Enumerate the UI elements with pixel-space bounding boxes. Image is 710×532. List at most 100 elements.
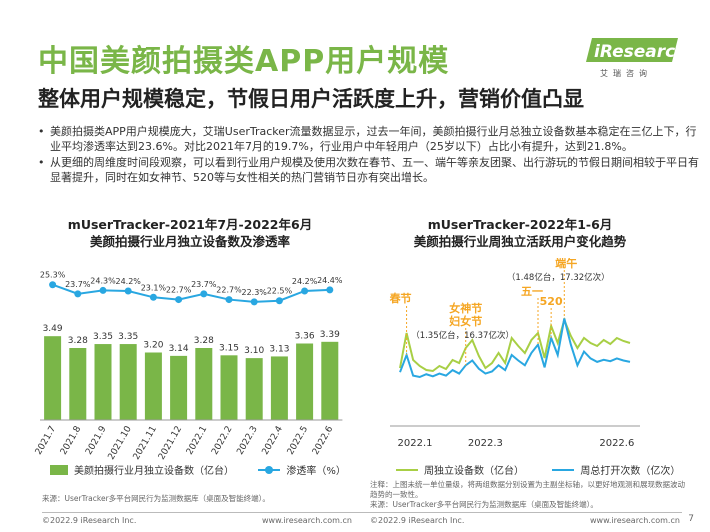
x-tick-label: 2022.3 — [468, 438, 503, 449]
bar — [170, 355, 188, 420]
bar — [144, 352, 162, 420]
annotation-label: 妇女节 — [448, 314, 482, 328]
footer-url-left[interactable]: www.iresearch.com.cn — [262, 516, 352, 525]
penetration-label: 23.7% — [65, 280, 91, 289]
annotation-label: 五一 — [521, 285, 543, 298]
bar-value-label: 3.28 — [68, 336, 88, 346]
right-source-note: 注释：上图未统一单位量级，将两组数据分别设置为主副坐标轴，以更好地观测和展现数据… — [370, 480, 685, 499]
bar-value-label: 3.35 — [118, 332, 138, 342]
penetration-point — [250, 298, 258, 306]
weekly-devices-line — [399, 316, 631, 373]
footer-divider — [42, 512, 682, 513]
footer-copyright-right: ©2022.9 iResearch Inc. — [370, 516, 465, 525]
bar-value-label: 3.39 — [320, 330, 340, 340]
x-tick-label: 2022.6 — [311, 424, 336, 457]
bar — [220, 355, 238, 420]
legend-weekly-opens-label: 周总打开次数（亿次） — [580, 466, 681, 477]
legend-weekly-opens-swatch — [552, 469, 575, 471]
left-chart-title: mUserTracker-2021年7月-2022年6月 美颜拍摄行业月独立设备… — [30, 216, 350, 250]
penetration-point — [124, 287, 132, 295]
penetration-point — [326, 286, 334, 294]
bar — [270, 356, 288, 420]
x-tick-label: 2022.6 — [599, 438, 634, 449]
legend-weekly-devices-swatch — [396, 469, 418, 471]
penetration-point — [74, 290, 82, 298]
penetration-label: 24.2% — [292, 277, 318, 286]
weekly-opens-line — [399, 318, 631, 379]
bar — [296, 343, 314, 420]
x-tick-label: 2021.12 — [157, 425, 184, 461]
penetration-label: 22.7% — [166, 286, 192, 295]
penetration-label: 22.5% — [267, 287, 293, 296]
bar — [195, 348, 213, 420]
logo-subtext: 艾瑞咨询 — [600, 69, 652, 78]
penetration-label: 24.3% — [90, 276, 116, 285]
legend-line-label: 渗透率（%） — [286, 466, 346, 477]
x-tick-label: 2021.11 — [132, 425, 159, 461]
logo-text: iResearch — [594, 42, 678, 62]
annotation-label: 女神节 — [449, 301, 482, 315]
bar — [94, 344, 112, 420]
penetration-label: 22.3% — [241, 288, 267, 297]
penetration-point — [200, 290, 208, 298]
legend-weekly-devices-label: 周独立设备数（亿台） — [424, 466, 524, 477]
x-tick-label: 2022.5 — [286, 425, 310, 457]
page-title: 中国美颜拍摄类APP用户规模 — [38, 44, 450, 79]
iresearch-logo: iResearch 艾瑞咨询 — [586, 36, 678, 84]
left-source: 来源：UserTracker多平台网民行为监测数据库（桌面及智能终端）。 — [42, 494, 270, 503]
right-chart-title-line1: mUserTracker-2022年1-6月 — [427, 217, 613, 232]
bar-value-label: 3.14 — [169, 344, 189, 354]
bar-value-label: 3.10 — [244, 346, 264, 356]
legend-bar-swatch — [50, 465, 68, 475]
left-chart-legend: 美颜拍摄行业月独立设备数（亿台） 渗透率（%） — [50, 462, 346, 477]
penetration-point — [149, 293, 157, 301]
penetration-label: 22.7% — [216, 286, 242, 295]
annotation-label: 端午 — [555, 258, 577, 270]
bar — [69, 348, 87, 420]
penetration-point — [301, 287, 309, 295]
x-tick-label: 2022.1 — [185, 425, 209, 457]
x-tick-label: 2021.8 — [59, 424, 84, 457]
legend-line-swatch — [258, 466, 281, 474]
x-tick-label: 2022.4 — [261, 424, 286, 457]
footer-copyright-left: ©2022.9 iResearch Inc. — [42, 516, 137, 525]
bar-value-label: 3.36 — [295, 332, 315, 342]
summary-bullets: 美颜拍摄类APP用户规模庞大，艾瑞UserTracker流量数据显示，过去一年间… — [38, 124, 700, 186]
legend-bar-label: 美颜拍摄行业月独立设备数（亿台） — [74, 466, 234, 477]
bar — [119, 344, 137, 420]
penetration-point — [225, 296, 233, 304]
bar-value-label: 3.49 — [43, 324, 63, 334]
right-source: 注释：上图未统一单位量级，将两组数据分别设置为主副坐标轴，以更好地观测和展现数据… — [370, 480, 690, 510]
bullet-item: 从更细的周维度时间段观察，可以看到行业用户规模及使用次数在春节、五一、端午等亲友… — [38, 155, 700, 186]
penetration-label: 24.4% — [317, 276, 343, 285]
x-tick-label: 2021.7 — [34, 425, 58, 457]
bar — [245, 358, 263, 420]
left-chart-title-line1: mUserTracker-2021年7月-2022年6月 — [67, 217, 313, 232]
annotation-label: 520 — [540, 295, 563, 308]
footer-url-right[interactable]: www.iresearch.com.cn — [590, 516, 680, 525]
x-tick-label: 2022.1 — [398, 438, 433, 449]
left-chart: 3.49 2021.7 3.28 2021.8 3.35 2021.9 3.35 2021.1… — [34, 271, 343, 461]
right-chart-title-line2: 美颜拍摄行业周独立活跃用户变化趋势 — [413, 234, 627, 249]
right-chart-title: mUserTracker-2022年1-6月 美颜拍摄行业周独立活跃用户变化趋势 — [360, 216, 680, 250]
x-tick-label: 2022.3 — [235, 425, 259, 457]
penetration-label: 24.2% — [115, 277, 141, 286]
penetration-point — [49, 281, 57, 289]
page-number: 7 — [688, 514, 694, 524]
bar-value-label: 3.35 — [93, 332, 113, 342]
x-tick-label: 2021.9 — [84, 424, 109, 457]
annotation-value-label: （1.35亿台，16.37亿次） — [411, 330, 514, 341]
annotation-label: 春节 — [390, 291, 412, 305]
penetration-point — [175, 296, 183, 304]
right-source-line: 来源：UserTracker多平台网民行为监测数据库（桌面及智能终端）。 — [370, 500, 598, 509]
penetration-point — [99, 286, 107, 294]
bar — [321, 341, 339, 420]
penetration-point — [275, 297, 283, 305]
page-subtitle: 整体用户规模稳定，节假日用户活跃度上升，营销价值凸显 — [38, 87, 584, 111]
iresearch-logo-mark: iResearch — [586, 38, 678, 62]
bar-value-label: 3.13 — [269, 344, 289, 354]
left-chart-title-line2: 美颜拍摄行业月独立设备数及渗透率 — [89, 234, 290, 249]
right-chart-legend: 周独立设备数（亿台） 周总打开次数（亿次） — [396, 462, 680, 477]
bar-value-label: 3.15 — [219, 343, 239, 353]
